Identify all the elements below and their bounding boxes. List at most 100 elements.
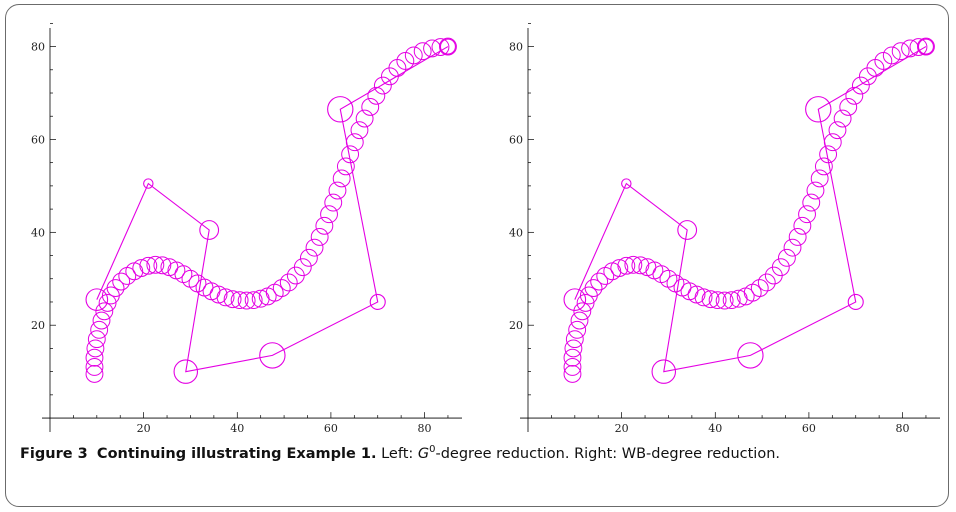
right-curve-circle bbox=[590, 272, 609, 291]
left-control-point bbox=[199, 220, 220, 240]
right-curve-circle bbox=[771, 258, 790, 277]
left-curve-circle bbox=[90, 320, 109, 339]
caption-rest: -degree reduction. Right: WB-degree redu… bbox=[435, 445, 781, 462]
right-x-tick-label: 20 bbox=[615, 422, 629, 435]
left-control-point bbox=[259, 342, 286, 369]
left-curve-circle bbox=[87, 330, 106, 349]
left-curve-circle bbox=[293, 258, 312, 277]
figure-frame bbox=[5, 4, 949, 507]
left-curve-circle bbox=[299, 248, 318, 267]
left-control-point bbox=[369, 293, 386, 311]
left-curve-circle bbox=[237, 291, 256, 310]
right-curve-circle bbox=[624, 255, 643, 274]
right-curve-circle bbox=[573, 302, 592, 321]
left-x-tick-label: 80 bbox=[418, 422, 432, 435]
right-x-tick-label: 80 bbox=[896, 422, 910, 435]
left-curve-circle bbox=[95, 302, 114, 321]
right-x-tick-label: 40 bbox=[708, 422, 722, 435]
left-curve-circle bbox=[439, 37, 457, 56]
right-curve-circle bbox=[788, 228, 807, 246]
left-curve-circle bbox=[355, 109, 374, 128]
right-curve-circle bbox=[802, 193, 821, 212]
left-curve-circle bbox=[223, 290, 242, 309]
right-y-tick-label: 20 bbox=[509, 319, 523, 332]
left-curve-circle bbox=[85, 365, 104, 383]
left-curve-circle bbox=[92, 311, 111, 330]
left-curve-circle bbox=[132, 259, 151, 278]
right-curve-circle bbox=[631, 256, 650, 275]
right-curve-circle bbox=[828, 121, 847, 140]
figure-title: Continuing illustrating Example 1. bbox=[96, 445, 377, 462]
right-curve-circle bbox=[563, 365, 582, 383]
caption-math-g: G bbox=[417, 445, 430, 462]
left-curve-circle bbox=[272, 279, 291, 297]
right-curve-circle bbox=[793, 216, 812, 235]
right-curve-circle bbox=[708, 291, 727, 310]
caption-left-prefix: Left: bbox=[381, 445, 418, 462]
right-curve-circle bbox=[687, 285, 706, 304]
right-curve-circle bbox=[810, 169, 829, 188]
left-curve-circle bbox=[310, 228, 329, 246]
right-curve-circle bbox=[701, 290, 720, 309]
right-curve-circle bbox=[839, 98, 858, 116]
left-curve-circle bbox=[404, 46, 423, 65]
left-curve-circle bbox=[315, 216, 334, 235]
left-curve-circle bbox=[153, 256, 172, 275]
left-curve-circle bbox=[341, 145, 360, 164]
left-control-polygon bbox=[96, 46, 449, 373]
right-curve-circle bbox=[610, 259, 629, 278]
left-curve-circle bbox=[85, 348, 104, 367]
left-x-tick-label: 40 bbox=[230, 422, 244, 435]
right-curve-circle bbox=[722, 291, 741, 310]
left-curve-circle bbox=[345, 133, 364, 152]
left-curve-circle bbox=[279, 273, 298, 292]
right-curve-circle bbox=[568, 320, 587, 339]
left-curve-circle bbox=[320, 205, 338, 224]
left-curve-circle bbox=[324, 193, 343, 212]
right-control-point bbox=[563, 288, 587, 311]
left-curve-circle bbox=[106, 279, 125, 297]
right-curve-circle bbox=[833, 109, 852, 128]
right-curve-circle bbox=[565, 330, 584, 349]
left-curve-circle bbox=[112, 272, 131, 291]
left-curve-circle bbox=[332, 169, 351, 188]
right-curve-circle bbox=[851, 76, 870, 95]
right-curve-circle bbox=[819, 145, 838, 164]
left-curve-circle bbox=[209, 285, 228, 304]
right-control-point bbox=[805, 96, 832, 123]
left-curve-circle bbox=[361, 98, 380, 116]
left-curve-circle bbox=[244, 291, 263, 310]
right-curve-circle bbox=[909, 38, 928, 56]
right-curve-circle bbox=[806, 181, 825, 200]
right-curve-circle bbox=[584, 279, 603, 297]
left-curve-circle bbox=[139, 256, 158, 275]
left-curve-circle bbox=[230, 291, 249, 310]
right-curve-circle bbox=[882, 46, 901, 65]
left-curve-circle bbox=[146, 255, 165, 274]
right-curve-circle bbox=[777, 248, 796, 267]
right-curve-circle bbox=[814, 157, 833, 176]
right-control-point bbox=[917, 38, 934, 55]
left-control-point bbox=[173, 359, 199, 384]
left-x-tick-label: 60 bbox=[324, 422, 338, 435]
right-control-point bbox=[737, 342, 764, 369]
left-y-tick-label: 60 bbox=[31, 133, 45, 146]
right-curve-circle bbox=[891, 42, 910, 61]
right-curve-circle bbox=[798, 205, 816, 224]
left-curve-circle bbox=[350, 121, 369, 140]
left-curve-circle bbox=[85, 358, 104, 376]
right-x-tick-label: 60 bbox=[802, 422, 816, 435]
left-y-tick-label: 20 bbox=[31, 319, 45, 332]
right-control-point bbox=[847, 293, 864, 311]
right-curve-circle bbox=[823, 133, 842, 152]
left-curve-circle bbox=[413, 42, 432, 61]
right-panel-plot: 20 40 60 80 20 40 60 80 bbox=[509, 23, 940, 435]
right-curve-circle bbox=[563, 348, 582, 367]
left-curve-circle bbox=[98, 293, 117, 312]
figure-label: Figure 3 bbox=[20, 445, 88, 462]
left-curve-circle bbox=[367, 86, 386, 105]
right-curve-circle bbox=[570, 311, 589, 330]
right-y-tick-label: 40 bbox=[509, 226, 523, 239]
left-curve-circle bbox=[216, 288, 235, 307]
right-y-tick-label: 80 bbox=[509, 41, 523, 54]
